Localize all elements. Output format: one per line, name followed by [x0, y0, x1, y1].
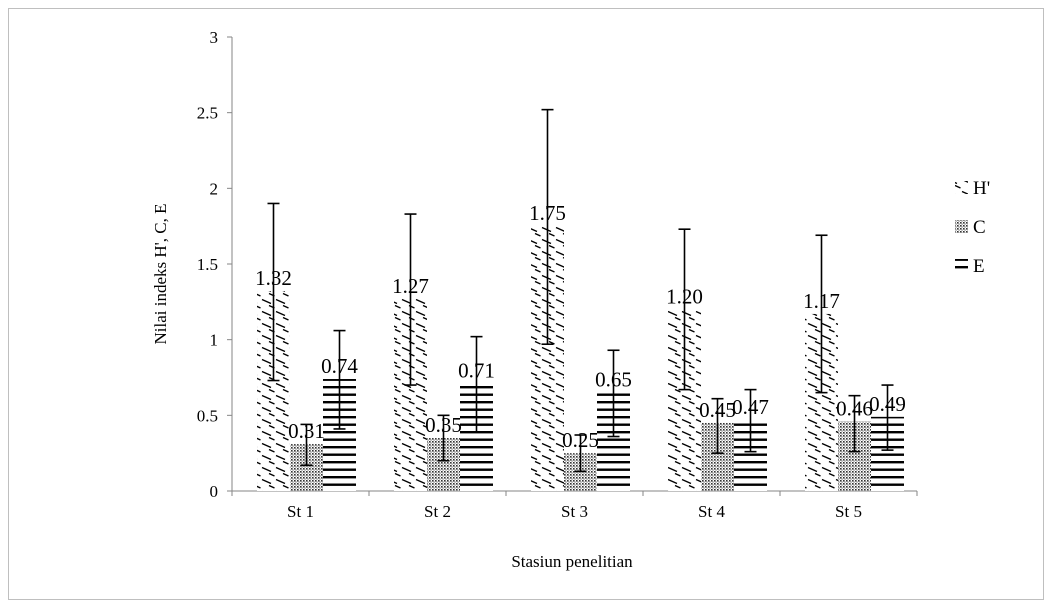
data-label: 1.27: [392, 274, 429, 298]
data-label: 0.25: [562, 428, 599, 452]
legend-entry: E: [973, 256, 985, 277]
data-label: 0.49: [869, 392, 906, 416]
x-tick-label: St 4: [698, 502, 725, 521]
y-tick-label: 3: [210, 28, 219, 47]
data-label: 0.46: [836, 396, 873, 420]
x-axis-title: Stasiun penelitian: [511, 552, 633, 571]
legend-swatch: [955, 259, 968, 272]
data-labels: 1.32 0.31 0.74 1.27 0.35 0.71 1.75 0.25 0.65 1.20…: [255, 201, 906, 452]
legend-entry: C: [973, 217, 986, 238]
error-bars: [267, 108, 894, 473]
data-label: 0.47: [732, 395, 769, 419]
legend-swatch: [955, 181, 968, 194]
data-label: 1.20: [666, 284, 703, 308]
legend-entry: H': [973, 178, 990, 199]
legend-swatch: [955, 220, 968, 233]
y-tick-label: 0.5: [197, 406, 218, 425]
axes: 0 0.5 1 1.5 2 2.5 3 St 1 St 2 St 3 St 4 St 5: [197, 28, 918, 521]
data-label: 0.35: [425, 413, 462, 437]
x-tick-label: St 3: [561, 502, 588, 521]
x-tick-label: St 2: [424, 502, 451, 521]
y-tick-label: 1.5: [197, 255, 218, 274]
y-tick-label: 0: [210, 482, 219, 501]
y-tick-label: 1: [210, 331, 219, 350]
data-label: 0.31: [288, 419, 325, 443]
data-label: 1.75: [529, 201, 566, 225]
data-label: 0.74: [321, 354, 358, 378]
data-label: 1.32: [255, 266, 292, 290]
bars: [257, 226, 904, 491]
data-label: 0.45: [699, 398, 736, 422]
y-tick-label: 2.5: [197, 104, 218, 123]
data-label: 1.17: [803, 289, 840, 313]
x-tick-label: St 5: [835, 502, 862, 521]
data-label: 0.71: [458, 359, 495, 383]
bar-chart: 0 0.5 1 1.5 2 2.5 3 St 1 St 2 St 3 St 4 St 5 1.32 0.…: [151, 28, 990, 571]
legend: H' CE: [955, 178, 990, 277]
y-axis-title: Nilai indeks H', C, E: [151, 204, 170, 345]
chart-frame: 0 0.5 1 1.5 2 2.5 3 St 1 St 2 St 3 St 4 St 5 1.32 0.…: [8, 8, 1044, 600]
x-tick-label: St 1: [287, 502, 314, 521]
data-label: 0.65: [595, 368, 632, 392]
y-tick-label: 2: [210, 179, 219, 198]
